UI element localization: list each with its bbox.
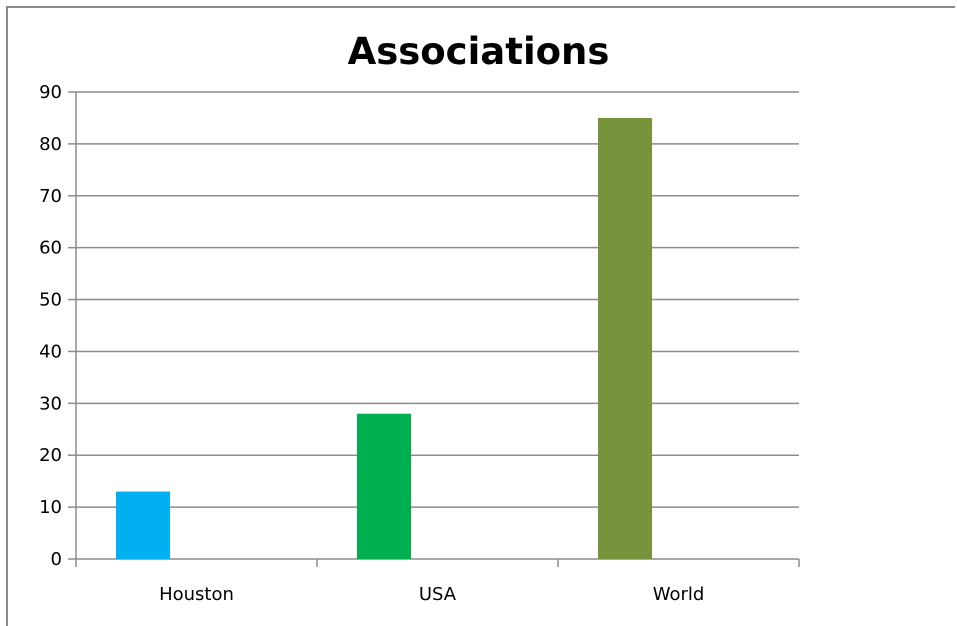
gridlines (76, 91, 799, 508)
x-tick-label-houston: Houston (159, 584, 234, 605)
x-tick-label-usa: USA (419, 584, 457, 605)
y-tick-label: 80 (39, 134, 62, 155)
bar-world (598, 117, 652, 559)
y-tick-label: 50 (39, 290, 62, 311)
x-tick-label-world: World (653, 584, 705, 605)
y-axis: 0 10 20 30 40 50 60 70 80 90 (39, 82, 77, 570)
y-tick-label: 10 (39, 497, 62, 518)
y-tick-label: 90 (39, 82, 62, 103)
y-tick-label: 30 (39, 393, 62, 414)
y-tick-label: 20 (39, 445, 62, 466)
y-tick-label: 40 (39, 341, 62, 362)
x-axis: Houston USA World (75, 558, 800, 605)
bar-usa (357, 413, 411, 559)
bars (116, 117, 652, 559)
bar-houston (116, 491, 170, 559)
y-tick-label: 60 (39, 238, 62, 259)
y-tick-label: 70 (39, 186, 62, 207)
y-tick-label: 0 (51, 549, 62, 570)
chart-title: Associations (347, 30, 610, 73)
